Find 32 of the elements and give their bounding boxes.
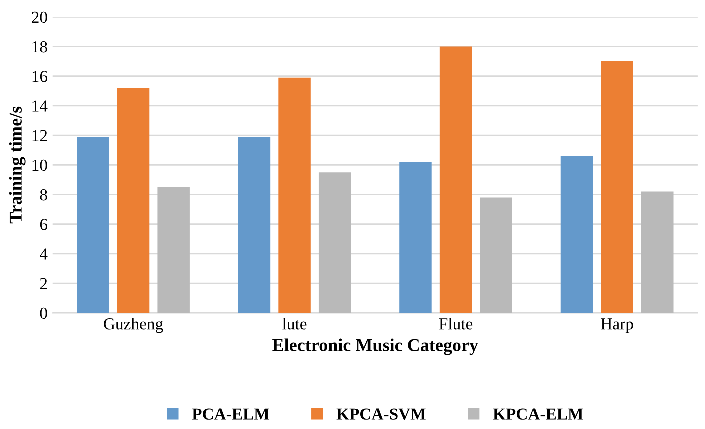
legend-label: PCA-ELM bbox=[192, 408, 270, 420]
y-tick-label: 8 bbox=[40, 189, 48, 201]
x-axis-title: Electronic Music Category bbox=[272, 338, 478, 356]
y-tick-label: 20 bbox=[32, 12, 48, 24]
y-tick-label: 4 bbox=[40, 248, 48, 260]
legend-label: KPCA-ELM bbox=[493, 408, 584, 420]
y-tick-label: 6 bbox=[40, 219, 48, 230]
y-tick-label: 10 bbox=[32, 160, 48, 172]
bar bbox=[440, 46, 472, 314]
bar bbox=[318, 172, 352, 314]
y-tick-label: 12 bbox=[32, 130, 48, 142]
x-tick-label: Guzheng bbox=[104, 318, 164, 334]
bar bbox=[601, 62, 634, 314]
bar bbox=[238, 137, 271, 314]
bar bbox=[642, 192, 674, 314]
bar bbox=[158, 187, 190, 314]
y-tick-label: 14 bbox=[32, 100, 48, 112]
bar bbox=[117, 88, 150, 314]
bar bbox=[400, 162, 432, 314]
bar bbox=[480, 198, 512, 314]
x-tick-label: Harp bbox=[601, 318, 634, 334]
y-tick-label: 0 bbox=[40, 308, 48, 320]
y-tick-label: 18 bbox=[32, 41, 48, 53]
y-axis-title: Training time/s bbox=[9, 106, 26, 224]
bar bbox=[278, 78, 311, 314]
y-tick-label: 2 bbox=[40, 278, 48, 290]
legend-label: KPCA-SVM bbox=[336, 408, 426, 420]
y-tick-label: 16 bbox=[32, 71, 48, 82]
x-tick-label: lute bbox=[282, 318, 307, 330]
bar bbox=[560, 156, 594, 314]
x-tick-label: Flute bbox=[439, 318, 473, 330]
bar bbox=[77, 137, 110, 314]
